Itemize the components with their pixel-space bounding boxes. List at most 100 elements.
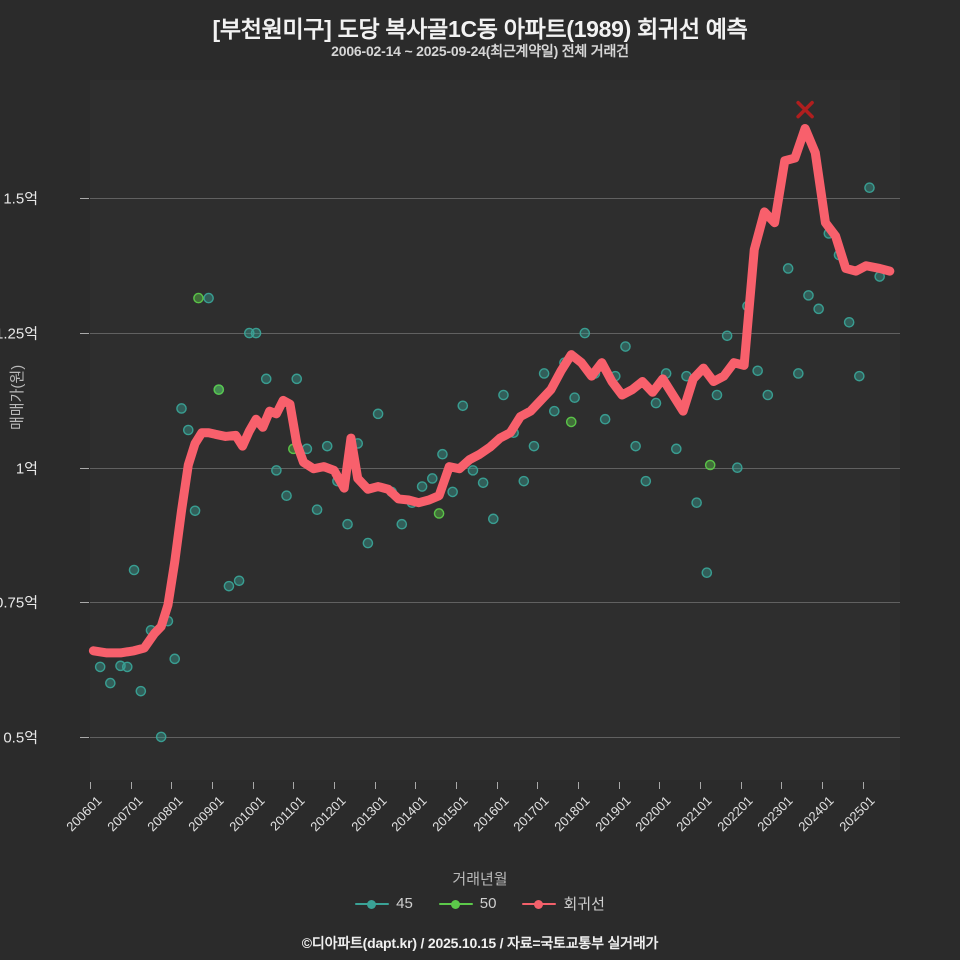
x-tick [618,782,620,789]
scatter-point [711,389,723,401]
scatter-point [549,405,560,417]
x-tick [862,782,864,789]
x-tick [456,782,458,789]
y-tick-label: 1억 [15,460,38,478]
y-gridline [90,736,900,738]
scatter-point [426,473,438,484]
legend-label: 45 [396,895,413,912]
x-tick [171,782,173,789]
scatter-point [538,368,550,379]
scatter-point [732,462,743,473]
scatter-point [854,370,865,382]
y-tick [80,198,89,200]
scatter-point [650,397,662,409]
regression-line [88,123,895,658]
y-tick [80,602,89,604]
scatter-point [762,389,774,401]
scatter-point [569,392,580,403]
scatter-point [701,567,713,578]
x-tick [212,782,213,789]
x-tick [252,782,254,789]
x-tick [415,782,417,789]
scatter-point [182,424,194,436]
x-tick [90,782,91,789]
scatter-point [599,413,611,425]
scatter-point [169,653,181,665]
series-45 [94,182,885,743]
scatter-point [447,486,458,498]
scatter-point [813,303,824,315]
y-tick-label: 1.5억 [3,190,38,208]
scatter-point [311,504,323,515]
x-tick [130,782,132,789]
scatter-point [477,477,489,489]
plot-area [90,80,900,780]
scatter-point [433,508,445,519]
scatter-point [223,580,235,592]
scatter-point [362,537,374,549]
scatter-point [396,518,408,530]
scatter-point [260,373,272,385]
scatter-point [193,292,204,304]
legend-swatch-icon [438,898,473,910]
x-tick [537,782,539,789]
y-gridline [90,198,900,200]
scatter-point [189,505,201,517]
scatter-point [518,475,530,487]
scatter-point [372,408,384,420]
legend-item-45[interactable]: 45 [355,895,413,912]
chart-subtitle: 2006-02-14 ~ 2025-09-24(최근계약일) 전체 거래건 [331,43,629,59]
scatter-point [467,465,479,476]
scatter-point [704,459,716,471]
scatter-point [271,465,282,476]
y-tick-label: 0.75억 [0,594,38,612]
x-tick [781,782,783,789]
chart-title: [부천원미구] 도당 복사골1C동 아파트(1989) 회귀선 예측 [212,16,748,42]
x-tick [740,782,742,789]
legend-label: 50 [479,895,497,912]
legend-swatch-icon [355,898,390,910]
x-tick [822,782,824,789]
scatter-point [528,440,540,452]
x-axis-title: 거래년월 [452,871,508,888]
x-tick [374,782,376,789]
legend-label: 회귀선 [563,896,605,913]
scatter-point [671,443,682,455]
scatter-point [488,513,499,525]
scatter-point [864,182,875,193]
peak-marker [796,100,814,119]
scatter-point [803,290,814,301]
y-gridline [90,333,900,335]
y-tick [80,736,89,738]
scatter-point [640,475,652,487]
y-tick [80,333,89,335]
scatter-point [843,317,855,328]
series-회귀선 [88,123,895,658]
scatter-point [135,685,147,697]
y-tick [80,467,89,469]
legend-item-50[interactable]: 50 [438,895,497,912]
chart-legend: 45 50 회귀선 [0,893,960,914]
scatter-point [782,263,794,274]
scatter-point [498,389,509,401]
scatter-point [416,481,428,492]
scatter-point [128,564,140,576]
legend-item-회귀선[interactable]: 회귀선 [522,893,605,914]
x-tick [700,782,702,789]
x-tick [293,782,295,789]
scatter-point [281,490,292,501]
y-tick-label: 1.25억 [0,325,38,343]
scatter-point [105,677,116,689]
x-tick [578,782,580,789]
y-gridline [90,467,900,469]
legend-swatch-icon [522,898,557,910]
scatter-point [565,416,577,428]
scatter-point [203,292,214,304]
y-gridline [90,602,900,604]
scatter-point [321,440,333,452]
scatter-point [457,400,469,412]
x-tick [334,782,336,789]
scatter-point [620,341,631,352]
footer-credit: ©디아파트(dapt.kr) / 2025.10.15 / 자료=국토교통부 실… [301,935,659,951]
